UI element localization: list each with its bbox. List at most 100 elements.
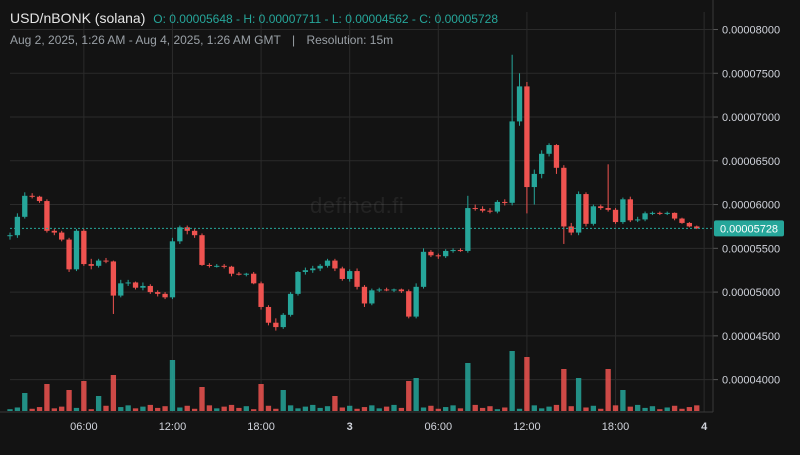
volume-bar: [59, 406, 65, 411]
volume-bar: [103, 405, 109, 411]
y-tick-label: 0.00008000: [722, 25, 780, 37]
candle-body: [524, 86, 530, 188]
volume-bar: [516, 408, 523, 411]
x-tick-label: 12:00: [513, 421, 541, 433]
candle: [694, 225, 700, 230]
candle: [265, 305, 272, 326]
candle-body: [280, 314, 286, 328]
candle-body: [472, 208, 478, 210]
y-tick-label: 0.00005000: [722, 287, 780, 299]
volume-bar: [361, 407, 368, 411]
candle: [59, 230, 65, 242]
candle-body: [51, 230, 57, 233]
candle-body: [516, 86, 523, 122]
volume-bar: [398, 407, 405, 411]
candle: [642, 211, 648, 222]
volume-bar: [243, 406, 249, 411]
candle: [605, 164, 611, 212]
volume-bar: [575, 378, 582, 411]
volume-bar: [169, 360, 176, 411]
candle: [428, 250, 434, 258]
volume-bar: [206, 405, 213, 411]
volume-bar: [22, 393, 28, 411]
candle: [81, 229, 87, 266]
candle: [125, 279, 131, 286]
ohlc-readout: O: 0.00005648 - H: 0.00007711 - L: 0.000…: [153, 12, 498, 26]
candle-body: [553, 145, 560, 168]
volume-bar: [44, 384, 50, 411]
volume-bar: [273, 408, 279, 411]
volume-bar: [251, 409, 257, 411]
volume-bar: [546, 406, 552, 411]
candle-body: [36, 196, 43, 202]
candle-body: [214, 265, 220, 267]
candle-body: [502, 201, 508, 203]
candle-body: [494, 201, 501, 212]
volume-bar: [561, 369, 567, 411]
x-tick-label: 3: [347, 421, 353, 433]
candle-body: [103, 260, 109, 262]
time-axis[interactable]: 06:00 12:00 18:00 3 06:00 12:00 18:00 4: [0, 411, 713, 433]
volume-bar: [487, 406, 493, 411]
candle: [598, 204, 604, 210]
candle-body: [339, 268, 345, 279]
candle: [258, 281, 264, 310]
candle: [339, 266, 345, 281]
volume-bar: [258, 384, 264, 411]
volume-bar: [620, 390, 626, 411]
candle-body: [29, 195, 35, 197]
candle-body: [59, 232, 65, 240]
candle: [420, 248, 427, 289]
candle-body: [73, 230, 80, 270]
y-tick-label: 0.00006000: [722, 200, 780, 212]
candle: [561, 165, 567, 244]
volume-bar: [598, 408, 604, 411]
volume-bar: [649, 406, 656, 411]
volume-bar: [553, 404, 560, 411]
candle-body: [583, 194, 589, 224]
candle: [206, 263, 213, 268]
candle: [354, 268, 360, 290]
candle: [44, 199, 50, 233]
candle: [287, 292, 294, 317]
volume-bar: [147, 404, 153, 411]
candle: [369, 288, 375, 306]
candle-body: [310, 268, 316, 271]
volume-bar: [664, 407, 670, 411]
candle-body: [243, 273, 249, 275]
candle-body: [81, 230, 87, 265]
candle-body: [236, 273, 242, 275]
chart-header: USD/nBONK (solana) O: 0.00005648 - H: 0.…: [10, 10, 498, 26]
candle: [509, 54, 515, 206]
candle: [132, 281, 139, 290]
chart-subheader: Aug 2, 2025, 1:26 AM - Aug 4, 2025, 1:26…: [10, 33, 393, 47]
candle: [51, 229, 57, 236]
volume-bar: [228, 404, 235, 411]
candle: [361, 285, 368, 307]
candle-body: [546, 145, 552, 154]
volume-bar: [199, 387, 205, 411]
candle: [317, 264, 323, 272]
candle-body: [420, 251, 427, 287]
volume-bar: [354, 408, 360, 411]
volume-bar: [324, 406, 331, 411]
separator: |: [291, 33, 296, 47]
last-price-label: 0.00005728: [720, 223, 778, 235]
last-price-badge: [714, 220, 784, 237]
volume-bar: [332, 396, 338, 411]
volume-bar: [443, 407, 449, 411]
candle: [95, 258, 102, 268]
candle-body: [465, 208, 471, 251]
volume-bars: [7, 351, 700, 411]
candle-body: [671, 212, 678, 219]
volume-bar: [428, 405, 434, 411]
candle-body: [354, 271, 360, 287]
y-tick-label: 0.00004500: [722, 331, 780, 343]
volume-bar: [95, 396, 102, 411]
candle: [590, 204, 597, 226]
candle: [169, 237, 176, 300]
candle-body: [7, 235, 13, 237]
price-axis[interactable]: 0.00008000 0.00007500 0.00007000 0.00006500…: [712, 0, 784, 412]
